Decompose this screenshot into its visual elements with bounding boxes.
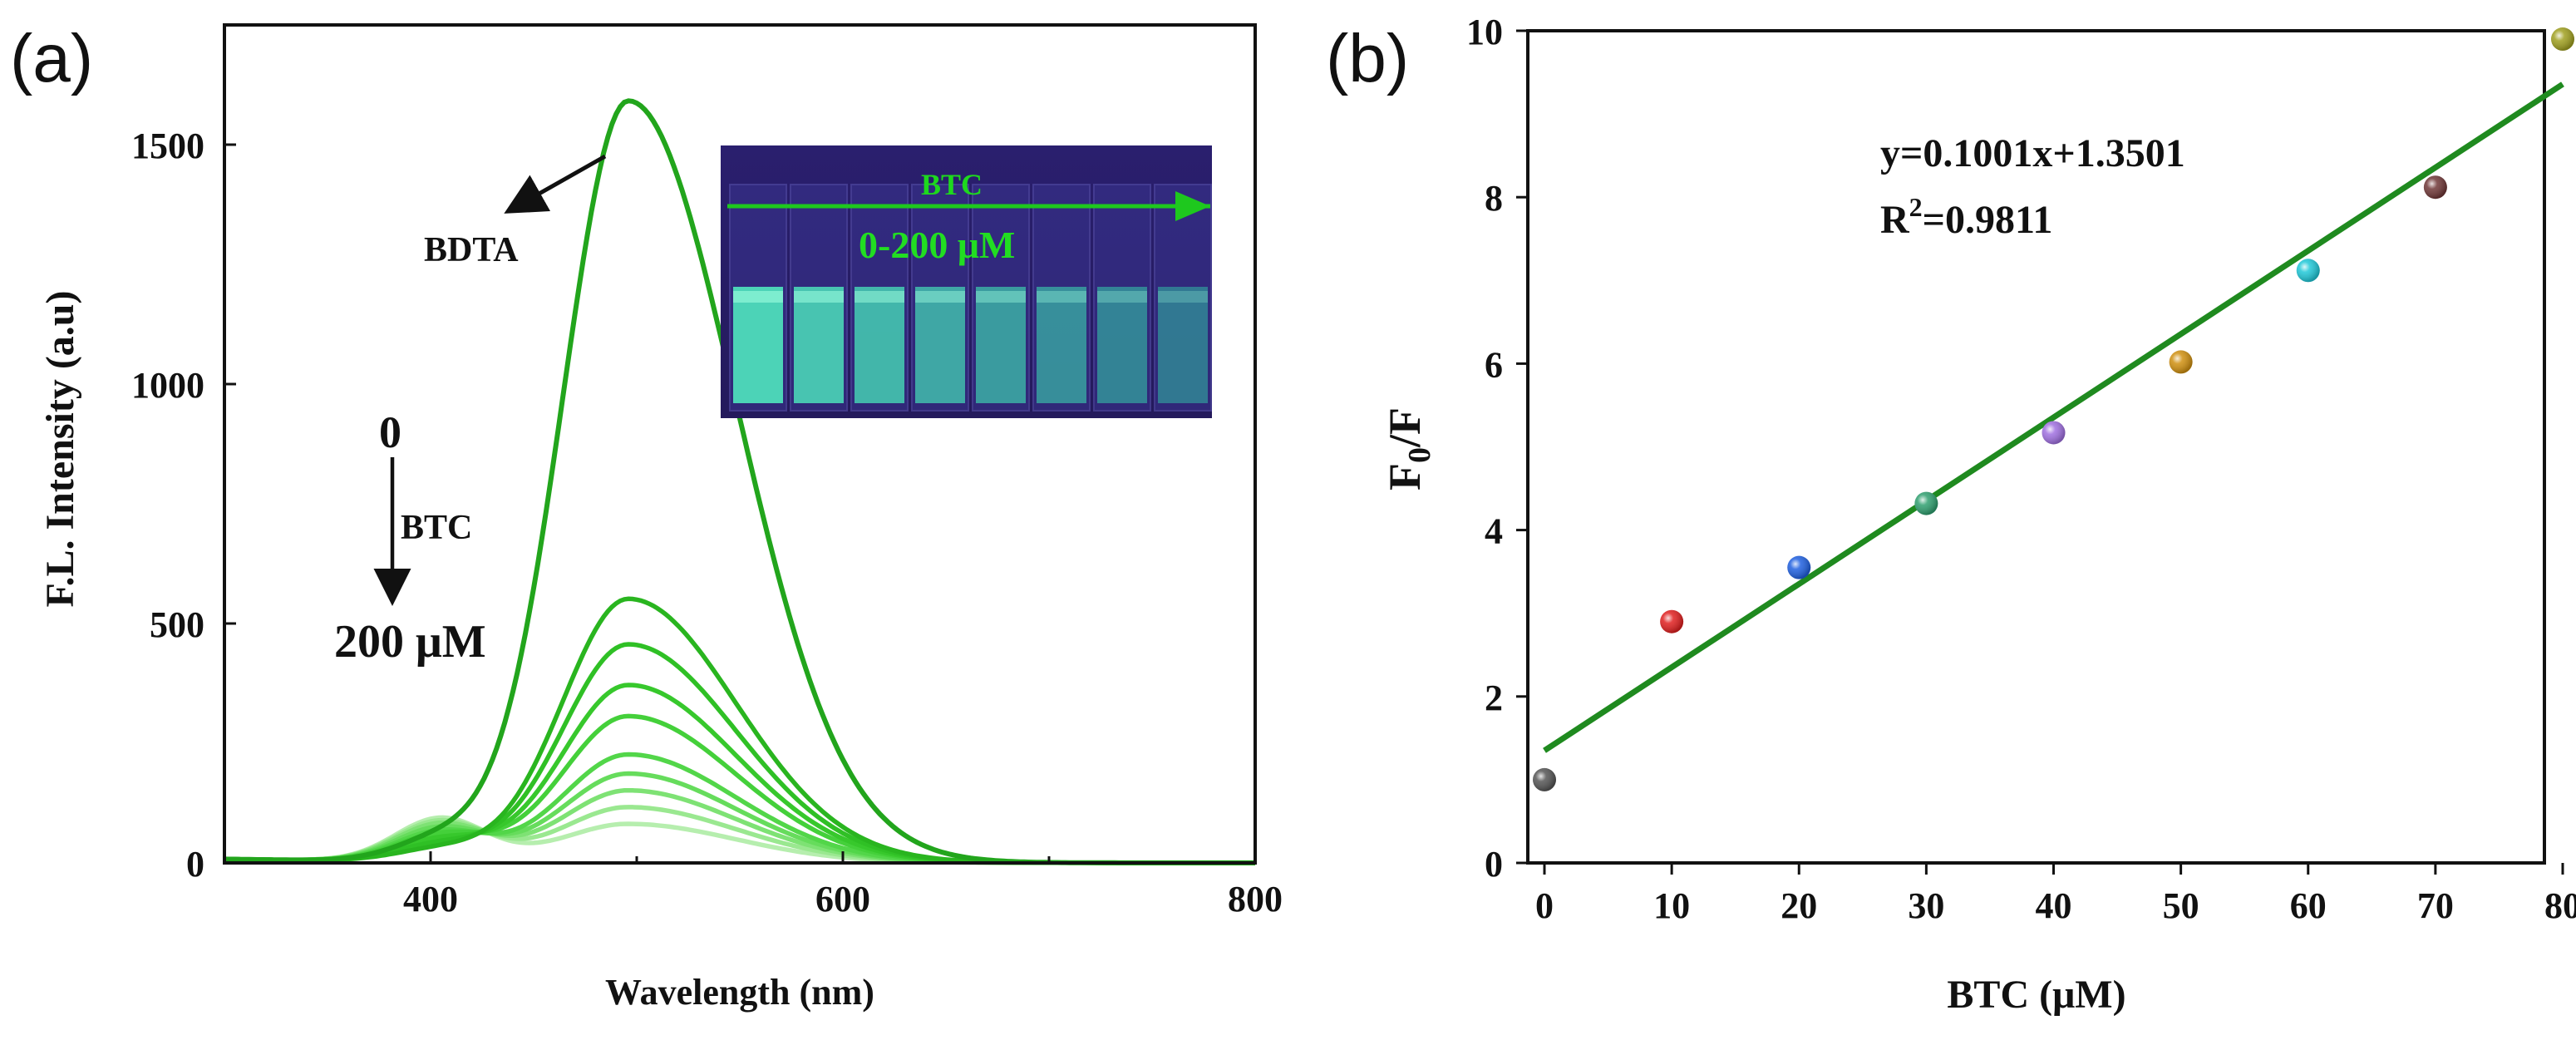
b-ytick-label-1: 2 bbox=[1485, 678, 1503, 718]
cuvette-meniscus-6 bbox=[1097, 291, 1147, 303]
b-xtick-label-8: 80 bbox=[2544, 885, 2576, 926]
b-fit-line-group bbox=[1543, 81, 2564, 753]
data-point-shine-0 bbox=[1533, 767, 1556, 791]
cuvette-meniscus-5 bbox=[1037, 291, 1086, 303]
bdta-arrow bbox=[504, 154, 607, 214]
data-point-shine-3 bbox=[1914, 491, 1938, 515]
inset-arrow-label: BTC bbox=[921, 168, 983, 201]
b-xtick-label-2: 20 bbox=[1781, 885, 1817, 926]
a-plot-frame bbox=[223, 23, 1257, 865]
bdta-label: BDTA bbox=[424, 231, 519, 269]
conc-end-label: 200 μM bbox=[334, 616, 486, 668]
data-point-shine-4 bbox=[2042, 421, 2066, 445]
b-ytick-label-2: 4 bbox=[1485, 511, 1503, 552]
b-xtick-label-1: 10 bbox=[1653, 885, 1690, 926]
data-point-shine-7 bbox=[2423, 175, 2447, 200]
b-y-axis-label: F0/F bbox=[1380, 407, 1437, 490]
cuvette-liquid-4 bbox=[976, 287, 1026, 403]
a-xtick-label-1: 600 bbox=[815, 879, 870, 919]
a-ytick-label-0: 0 bbox=[186, 844, 204, 885]
data-point-shine-8 bbox=[2551, 27, 2574, 52]
panel-a-label: (a) bbox=[10, 21, 93, 96]
r2-value: =0.9811 bbox=[1923, 198, 2053, 242]
a-y-axis-label: F.L. Intensity (a.u) bbox=[38, 291, 82, 608]
b-plot-frame bbox=[1526, 29, 2546, 865]
b-ytick-label-5: 10 bbox=[1466, 12, 1503, 52]
b-data-points bbox=[1533, 27, 2574, 791]
b-axis-ticks: 0 10 20 30 40 50 60 70 80 0 2 4 6 8 10 bbox=[1466, 12, 2576, 926]
cuvette-liquid-1 bbox=[794, 287, 844, 403]
b-x-axis-label: BTC (μM) bbox=[1947, 973, 2125, 1017]
inset-photo: BTC 0-200 μM bbox=[721, 145, 1212, 418]
b-xtick-label-7: 70 bbox=[2417, 885, 2454, 926]
b-xtick-label-5: 50 bbox=[2163, 885, 2199, 926]
inset-range-label: 0-200 μM bbox=[859, 224, 1015, 266]
b-xtick-label-0: 0 bbox=[1535, 885, 1554, 926]
cuvette-meniscus-1 bbox=[794, 291, 844, 303]
cuvette-liquid-2 bbox=[855, 287, 904, 403]
analyte-label: BTC bbox=[401, 509, 472, 547]
cuvette-row bbox=[729, 184, 1212, 412]
cuvette-liquid-3 bbox=[915, 287, 965, 403]
fit-line bbox=[1543, 81, 2564, 753]
cuvette-liquid-5 bbox=[1037, 287, 1086, 403]
b-ytick-label-0: 0 bbox=[1485, 844, 1503, 885]
r2-sup: 2 bbox=[1909, 192, 1923, 222]
data-point-shine-6 bbox=[2296, 259, 2320, 283]
cuvette-meniscus-4 bbox=[976, 291, 1026, 303]
b-xtick-label-4: 40 bbox=[2036, 885, 2072, 926]
cuvette-meniscus-7 bbox=[1158, 291, 1208, 303]
b-xtick-label-3: 30 bbox=[1908, 885, 1944, 926]
cuvette-meniscus-0 bbox=[733, 291, 783, 303]
cuvette-liquid-6 bbox=[1097, 287, 1147, 403]
a-xtick-label-2: 800 bbox=[1228, 879, 1283, 919]
a-xtick-label-0: 400 bbox=[403, 879, 458, 919]
cuvette-liquid-0 bbox=[733, 287, 783, 403]
fit-equation: y=0.1001x+1.3501 bbox=[1880, 131, 2185, 175]
a-ytick-label-3: 1500 bbox=[131, 126, 204, 166]
a-ytick-label-1: 500 bbox=[150, 604, 204, 645]
cuvette-liquid-7 bbox=[1158, 287, 1208, 403]
a-ytick-label-2: 1000 bbox=[131, 365, 204, 406]
inset-arrow-head bbox=[1175, 191, 1210, 221]
cuvette-meniscus-3 bbox=[915, 291, 965, 303]
cuvette-meniscus-2 bbox=[855, 291, 904, 303]
conc-start-label: 0 bbox=[379, 407, 401, 457]
panel-a: (a) 400 600 800 0 500 1000 1500 Wavelength (nm… bbox=[10, 21, 1283, 1013]
panel-b-label: (b) bbox=[1326, 21, 1409, 96]
data-point-shine-1 bbox=[1660, 609, 1684, 633]
r-squared: R2=0.9811 bbox=[1880, 192, 2052, 242]
data-point-shine-5 bbox=[2169, 350, 2193, 374]
a-x-axis-label: Wavelength (nm) bbox=[605, 972, 874, 1013]
b-ytick-label-3: 6 bbox=[1485, 344, 1503, 385]
panel-b: (b) 0 10 20 30 40 50 60 70 80 0 2 4 6 8 10 BTC (μM) F0… bbox=[1326, 12, 2576, 1017]
b-xtick-label-6: 60 bbox=[2290, 885, 2327, 926]
a-axis-ticks: 400 600 800 0 500 1000 1500 bbox=[131, 126, 1283, 919]
data-point-shine-2 bbox=[1787, 555, 1811, 579]
b-ytick-label-4: 8 bbox=[1485, 178, 1503, 219]
r2-label: R bbox=[1880, 198, 1910, 242]
